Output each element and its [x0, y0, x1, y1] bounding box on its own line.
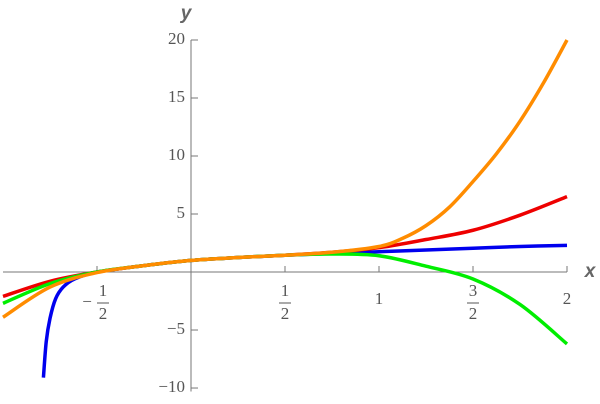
denominator: 2: [281, 304, 290, 323]
x-tick-label: 1: [375, 289, 384, 308]
numerator: 1: [99, 281, 108, 300]
y-tick-label: 5: [177, 203, 186, 222]
x-tick-label: −1 2: [82, 281, 109, 323]
y-tick-label: −10: [158, 377, 185, 396]
minus-sign: −: [82, 292, 92, 311]
y-tick-label: −5: [167, 319, 185, 338]
x-axis-label: x: [584, 261, 597, 282]
y-axis-label: y: [180, 3, 193, 24]
denominator: 2: [99, 304, 108, 323]
x-tick-label: 2: [563, 289, 572, 308]
x-tick-label: 32: [467, 281, 479, 323]
y-tick-label: 20: [168, 29, 185, 48]
denominator: 2: [469, 304, 478, 323]
y-tick-label: 15: [168, 87, 185, 106]
numerator: 1: [281, 281, 290, 300]
line-series: [2, 39, 569, 319]
x-tick-label: 12: [279, 281, 291, 323]
y-tick-label: 10: [168, 145, 185, 164]
line-series: [41, 243, 568, 378]
numerator: 3: [469, 281, 478, 300]
